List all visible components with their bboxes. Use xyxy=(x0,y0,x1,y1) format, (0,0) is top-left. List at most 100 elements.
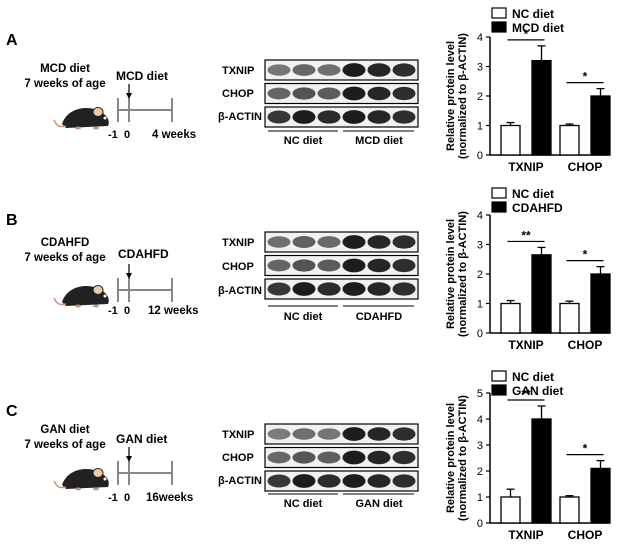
blot-band xyxy=(367,63,391,77)
mouse-icon xyxy=(53,107,109,130)
y-tick-label: 2 xyxy=(477,91,483,103)
blot-label-txnip: TXNIP xyxy=(222,65,254,77)
duration-label: 12 weeks xyxy=(148,305,199,317)
legend-swatch xyxy=(491,7,507,19)
blot-band xyxy=(292,428,316,440)
bar xyxy=(559,302,580,334)
blot-band xyxy=(292,110,316,124)
blot-band xyxy=(342,450,366,465)
legend-swatch xyxy=(491,21,507,33)
bar-chart: Relative protein level (normalized to β-A… xyxy=(445,187,611,352)
blot-band xyxy=(392,86,416,101)
group-label-treated: CDAHFD xyxy=(356,311,402,323)
tick-zero: 0 xyxy=(124,305,130,317)
blot-band xyxy=(367,258,391,273)
y-tick-label: 0 xyxy=(477,150,483,162)
legend-label: NC diet xyxy=(512,7,554,21)
blot-band xyxy=(267,87,291,100)
y-axis-label-2: (normalized to β-ACTIN) xyxy=(457,395,469,521)
western-blot xyxy=(264,59,419,128)
significance-mark: * xyxy=(583,442,588,456)
bar xyxy=(500,496,521,524)
blot-band xyxy=(267,428,291,440)
blot-band xyxy=(317,474,341,488)
y-tick-label: 2 xyxy=(477,466,483,478)
bar xyxy=(500,302,521,334)
group-label-control: NC diet xyxy=(284,498,323,510)
model-title: MCD diet xyxy=(40,63,90,75)
y-tick-label: 1 xyxy=(477,121,483,133)
y-tick-label: 4 xyxy=(477,414,483,426)
x-tick-label: CHOP xyxy=(568,338,603,352)
group-label-treated: MCD diet xyxy=(355,135,403,147)
blot-label-chop: CHOP xyxy=(222,452,254,464)
arrow-icon xyxy=(126,264,132,279)
blot-band xyxy=(292,236,316,248)
blot-band xyxy=(367,235,391,249)
blot-band xyxy=(367,427,391,441)
blot-band xyxy=(342,86,366,101)
blot-band xyxy=(317,110,341,124)
y-axis-label-2: (normalized to β-ACTIN) xyxy=(457,33,469,159)
blot-band xyxy=(367,282,391,296)
timeline xyxy=(117,461,173,485)
bar xyxy=(531,59,552,156)
blot-band xyxy=(392,235,416,249)
blot-band xyxy=(342,110,366,124)
blot-band xyxy=(267,259,291,272)
model-title: CDAHFD xyxy=(40,237,90,249)
panel-a: A MCD diet 7 weeks of age MCD diet -1 0 … xyxy=(0,0,642,180)
blot-band xyxy=(342,258,366,273)
blot-label-chop: CHOP xyxy=(222,261,254,273)
duration-label: 16weeks xyxy=(146,492,193,504)
tick-zero: 0 xyxy=(124,492,130,504)
significance-mark: ** xyxy=(521,387,531,401)
model-age: 7 weeks of age xyxy=(24,78,106,90)
y-tick-label: 2 xyxy=(477,269,483,281)
x-tick-label: CHOP xyxy=(568,528,603,542)
western-blot xyxy=(264,423,419,492)
timeline xyxy=(117,278,173,302)
blot-band xyxy=(317,64,341,76)
bar xyxy=(500,124,521,156)
model-title: GAN diet xyxy=(40,424,90,436)
blot-band xyxy=(342,282,366,296)
legend-label: NC diet xyxy=(512,370,554,384)
legend-label: CDAHFD xyxy=(512,201,563,215)
blot-band xyxy=(342,235,366,249)
blot-band xyxy=(267,110,291,124)
x-tick-label: TXNIP xyxy=(508,160,543,174)
tick-left: -1 xyxy=(108,492,118,504)
mouse-icon xyxy=(53,285,109,308)
significance-mark: ** xyxy=(521,228,531,242)
panel-label: C xyxy=(6,403,18,420)
blot-band xyxy=(267,64,291,76)
bar xyxy=(559,124,580,156)
panel-c-graphics: GAN diet -1 0 16weeks TXNIP CHOP β-ACTIN… xyxy=(53,370,611,542)
bar xyxy=(590,273,611,334)
blot-label-actin: β-ACTIN xyxy=(218,285,262,297)
arrow-label: CDAHFD xyxy=(118,247,169,261)
blot-band xyxy=(367,86,391,101)
x-tick-label: TXNIP xyxy=(508,528,543,542)
y-tick-label: 3 xyxy=(477,440,483,452)
duration-label: 4 weeks xyxy=(152,129,196,141)
blot-band xyxy=(292,282,316,296)
blot-band xyxy=(292,259,316,272)
legend-label: MCD diet xyxy=(512,21,564,35)
timeline xyxy=(117,98,173,122)
y-axis-label: Relative protein level xyxy=(445,219,457,329)
blot-band xyxy=(367,474,391,488)
legend-swatch xyxy=(491,370,507,382)
tick-zero: 0 xyxy=(124,129,130,141)
legend-swatch xyxy=(491,201,507,213)
blot-band xyxy=(267,282,291,296)
blot-band xyxy=(392,450,416,465)
blot-label-chop: CHOP xyxy=(222,88,254,100)
bar-chart: Relative protein level (normalized to β-A… xyxy=(445,7,611,174)
bar xyxy=(559,496,580,524)
legend-swatch xyxy=(491,187,507,199)
blot-band xyxy=(392,63,416,77)
y-axis-label: Relative protein level xyxy=(445,403,457,513)
panel-label: A xyxy=(6,32,18,49)
